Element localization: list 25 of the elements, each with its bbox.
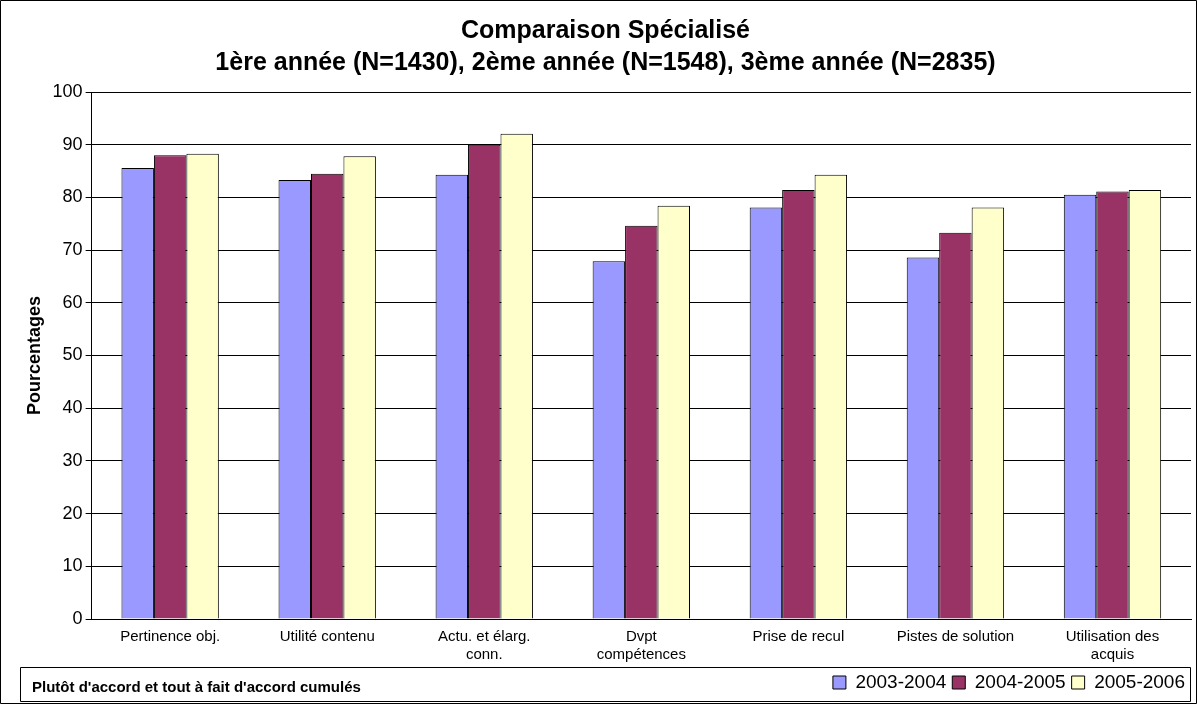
x-tick-label: Pertinence obj.	[120, 627, 221, 645]
y-tick-label: 0	[72, 607, 83, 628]
y-tick-label: 20	[62, 502, 83, 523]
chart-subtitle: 1ère année (N=1430), 2ème année (N=1548), 3ème année (N=2835)	[215, 46, 996, 75]
x-tick-label: Utilisation des acquis	[1065, 627, 1160, 663]
y-tick-label: 40	[62, 397, 83, 418]
y-tick-label: 100	[52, 80, 83, 101]
y-tick-label: 10	[62, 555, 83, 576]
x-tick-label: Utilité contenu	[279, 627, 375, 645]
text: Plutôt d'accord et tout à fait d'accord cumulés	[32, 678, 361, 696]
legend-label: 2004-2005	[974, 670, 1066, 692]
y-tick-label: 90	[62, 133, 83, 154]
x-tick-label: Pistes de solution	[896, 627, 1015, 645]
y-tick-label: 30	[62, 449, 83, 470]
y-tick-label: 80	[62, 186, 83, 207]
legend-label: 2003-2004	[855, 670, 947, 692]
y-axis-title: Pourcentages	[23, 295, 44, 416]
x-tick-label: Dvpt compétences	[596, 627, 686, 663]
y-tick-label: 60	[62, 291, 83, 312]
legend-label: 2005-2006	[1094, 670, 1186, 692]
chart-title: Comparaison Spécialisé	[460, 14, 751, 43]
x-tick-label: Actu. et élarg. conn.	[437, 627, 531, 663]
y-tick-label: 50	[62, 344, 83, 365]
y-tick-label: 70	[62, 239, 83, 260]
x-tick-label: Prise de recul	[752, 627, 845, 645]
